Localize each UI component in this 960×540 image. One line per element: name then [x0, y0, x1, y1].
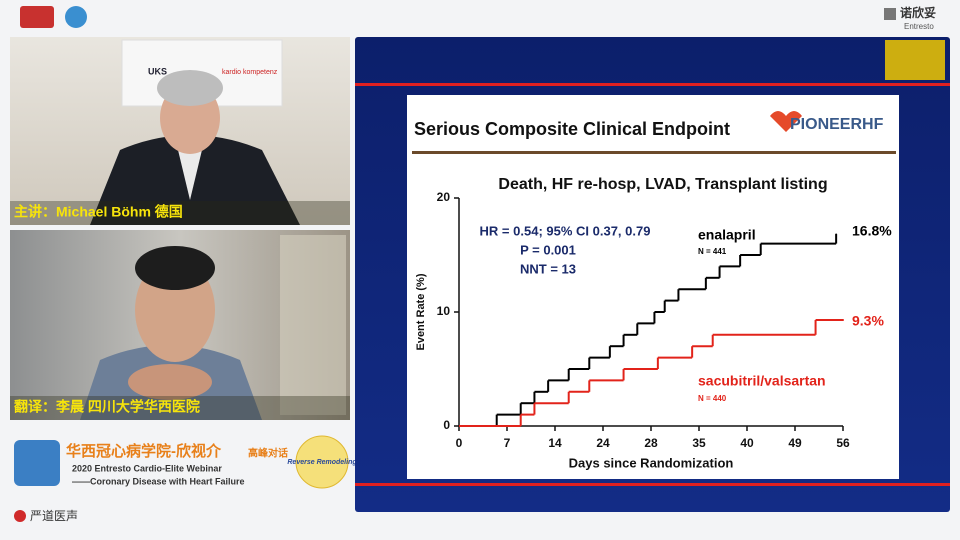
end-label: 9.3% — [852, 313, 884, 329]
brand-line: ——Coronary Disease with Heart Failure — [72, 476, 245, 486]
end-label: 16.8% — [852, 223, 892, 239]
x-tick-label: 28 — [644, 436, 658, 450]
slide-rule — [355, 483, 950, 486]
brand-title: 华西冠心病学院-欣视介 — [66, 442, 222, 460]
caption: 翻译：李晨 四川大学华西医院 — [14, 399, 200, 415]
step-end — [842, 318, 844, 321]
annotation: NNT = 13 — [520, 261, 576, 276]
slide-page — [407, 95, 899, 479]
y-tick-label: 0 — [443, 418, 450, 432]
series-name: enalapril — [698, 227, 756, 243]
brand-line: 2020 Entresto Cardio-Elite Webinar — [72, 463, 222, 473]
x-tick-label: 24 — [596, 436, 610, 450]
slide-logo — [885, 40, 945, 80]
x-axis-label: Days since Randomization — [569, 455, 734, 470]
caption: 主讲：Michael Böhm 德国 — [14, 204, 183, 220]
brand-icon — [14, 440, 60, 486]
series-name: sacubitril/valsartan — [698, 373, 826, 389]
y-tick-label: 20 — [437, 190, 451, 204]
logo-left — [20, 6, 54, 28]
x-tick-label: 49 — [788, 436, 802, 450]
badge-text: Reverse Remodeling — [287, 459, 357, 466]
y-tick-label: 10 — [437, 304, 451, 318]
video-translator: 翻译：李晨 四川大学华西医院 — [10, 230, 350, 420]
annotation: P = 0.001 — [520, 242, 576, 257]
annotation: HR = 0.54; 95% CI 0.37, 0.79 — [480, 223, 651, 238]
title-rule — [412, 151, 896, 154]
x-tick-label: 56 — [836, 436, 850, 450]
x-tick-label: 35 — [692, 436, 706, 450]
logo-left-2 — [65, 6, 87, 28]
brand-suffix: 高峰对话 — [248, 447, 288, 460]
x-tick-label: 40 — [740, 436, 754, 450]
video-speaker: UKS kardio kompetenz 主讲：Michael Böhm 德国 — [10, 37, 350, 225]
sign-text: UKS — [148, 66, 167, 76]
badge — [295, 435, 349, 489]
step-end — [835, 233, 838, 236]
x-tick-label: 0 — [456, 436, 463, 450]
slide-rule — [355, 83, 950, 86]
slide-title: Serious Composite Clinical Endpoint — [414, 119, 730, 139]
logo-right: 诺欣妥 — [900, 5, 936, 20]
x-tick-label: 14 — [548, 436, 562, 450]
footer-logo: 严道医声 — [30, 509, 78, 523]
logo-right-sub: Entresto — [904, 22, 934, 31]
footer-icon — [14, 510, 26, 522]
series-n: N = 440 — [698, 394, 727, 403]
slide-logo-text: PIONEERHF — [790, 116, 884, 133]
x-tick-label: 7 — [504, 436, 511, 450]
logo-heart — [770, 111, 802, 132]
series-n: N = 441 — [698, 247, 727, 256]
chart-title: Death, HF re-hosp, LVAD, Transplant list… — [498, 176, 827, 193]
logo-icon — [884, 8, 896, 20]
sign-text: kardio kompetenz — [222, 69, 278, 76]
y-axis-label: Event Rate (%) — [415, 273, 427, 350]
